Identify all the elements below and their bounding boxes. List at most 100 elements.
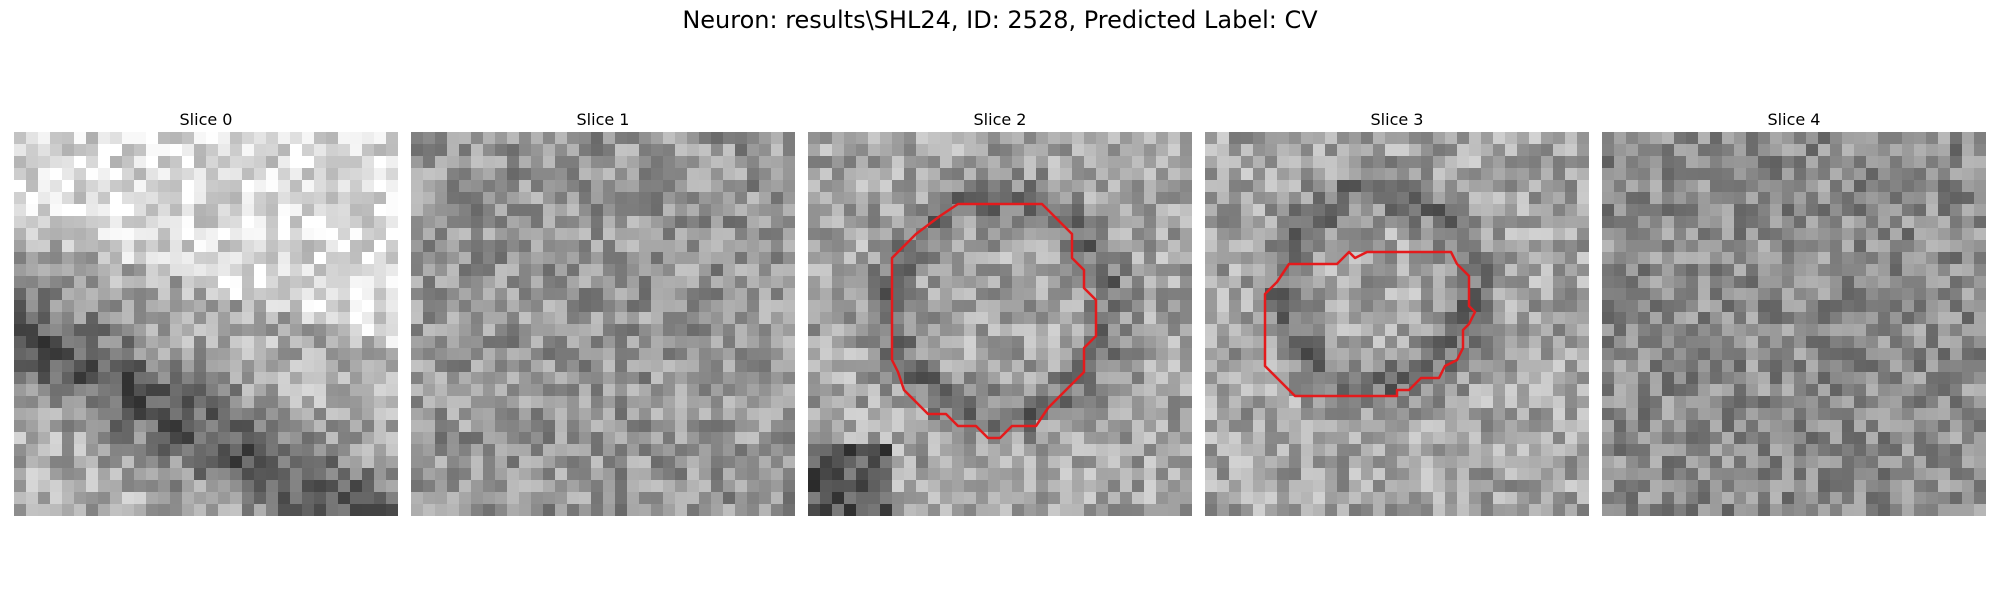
pixel (1794, 360, 1807, 373)
pixel (1842, 348, 1855, 361)
pixel (1397, 312, 1410, 325)
pixel (771, 456, 784, 469)
pixel (1108, 360, 1121, 373)
pixel (832, 396, 845, 409)
pixel (1890, 204, 1903, 217)
pixel (1301, 384, 1314, 397)
pixel (1565, 504, 1578, 516)
pixel (892, 192, 905, 205)
pixel (350, 384, 363, 397)
pixel (856, 312, 869, 325)
pixel (62, 132, 75, 145)
pixel (1349, 228, 1362, 241)
pixel (904, 444, 917, 457)
pixel (302, 492, 315, 505)
pixel (1409, 264, 1422, 277)
pixel (1313, 204, 1326, 217)
pixel (988, 192, 1001, 205)
pixel (495, 228, 508, 241)
pixel (976, 276, 989, 289)
pixel (146, 468, 159, 481)
pixel (663, 432, 676, 445)
pixel (1084, 456, 1097, 469)
pixel (278, 264, 291, 277)
pixel (1650, 384, 1663, 397)
pixel (531, 432, 544, 445)
pixel (423, 420, 436, 433)
pixel (1349, 156, 1362, 169)
pixel (1806, 156, 1819, 169)
pixel (1842, 132, 1855, 145)
pixel (531, 408, 544, 421)
pixel (868, 132, 881, 145)
pixel (1000, 168, 1013, 181)
pixel (988, 276, 1001, 289)
pixel (1132, 324, 1145, 337)
pixel (1577, 216, 1589, 229)
pixel (314, 132, 327, 145)
pixel (988, 360, 1001, 373)
pixel (74, 372, 87, 385)
pixel (687, 456, 700, 469)
pixel (591, 348, 604, 361)
pixel (1638, 300, 1651, 313)
pixel (651, 468, 664, 481)
pixel (1493, 144, 1506, 157)
pixel (1710, 276, 1723, 289)
pixel (723, 204, 736, 217)
pixel (290, 336, 303, 349)
pixel (1277, 432, 1290, 445)
pixel (1890, 216, 1903, 229)
pixel (1517, 396, 1530, 409)
pixel (1818, 276, 1831, 289)
pixel (1950, 324, 1963, 337)
pixel (86, 432, 99, 445)
pixel (1060, 396, 1073, 409)
pixel (1493, 216, 1506, 229)
pixel (1505, 192, 1518, 205)
pixel (1445, 168, 1458, 181)
pixel (675, 240, 688, 253)
pixel (314, 480, 327, 493)
pixel (1301, 468, 1314, 481)
pixel (964, 480, 977, 493)
pixel (1180, 276, 1192, 289)
pixel (1517, 252, 1530, 265)
pixel (254, 312, 267, 325)
pixel (856, 240, 869, 253)
pixel (254, 492, 267, 505)
pixel (1614, 312, 1627, 325)
pixel (507, 456, 520, 469)
pixel (1180, 444, 1192, 457)
pixel (1385, 408, 1398, 421)
pixel (50, 492, 63, 505)
pixel (1493, 264, 1506, 277)
pixel (1168, 168, 1181, 181)
pixel (892, 480, 905, 493)
pixel (110, 180, 123, 193)
pixel (50, 384, 63, 397)
pixel (808, 300, 821, 313)
pixel (182, 276, 195, 289)
pixel (1974, 336, 1986, 349)
pixel (230, 204, 243, 217)
pixel (423, 396, 436, 409)
pixel (904, 264, 917, 277)
pixel (868, 312, 881, 325)
pixel (1096, 132, 1109, 145)
pixel (374, 348, 387, 361)
pixel (1674, 216, 1687, 229)
pixel (411, 360, 424, 373)
pixel (1012, 456, 1025, 469)
pixel (290, 132, 303, 145)
pixel (1120, 492, 1133, 505)
pixel (1541, 192, 1554, 205)
pixel (988, 456, 1001, 469)
pixel (1505, 300, 1518, 313)
pixel (531, 384, 544, 397)
pixel (1132, 180, 1145, 193)
pixel (386, 348, 398, 361)
pixel (302, 324, 315, 337)
pixel (543, 468, 556, 481)
pixel (254, 336, 267, 349)
